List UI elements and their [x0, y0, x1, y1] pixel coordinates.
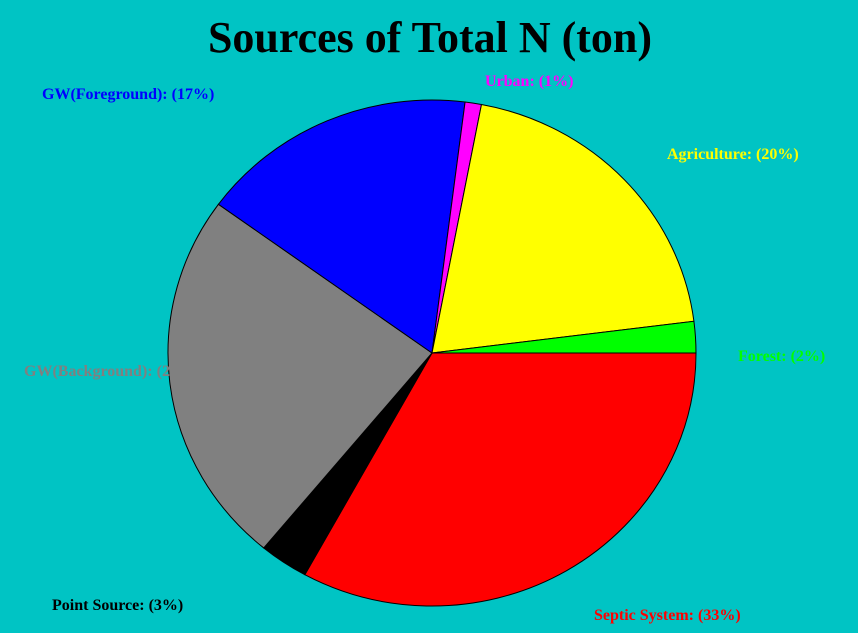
pie-slice [431, 103, 695, 354]
pie-slice [304, 352, 697, 607]
slice-label: Urban: (1%) [485, 73, 573, 90]
pie-slice [431, 320, 697, 354]
chart-title: Sources of Total N (ton) [208, 13, 652, 62]
slice-label: Forest: (2%) [738, 348, 825, 365]
slice-label: Agriculture: (20%) [667, 146, 799, 163]
slice-label: GW(Foreground): (17%) [42, 86, 214, 103]
slice-label: Point Source: (3%) [52, 597, 183, 614]
pie-slice [217, 99, 466, 354]
pie-slice [167, 203, 433, 549]
slice-label: Septic System: (33%) [594, 607, 741, 624]
slice-label: GW(Background): (24%) [24, 363, 199, 380]
